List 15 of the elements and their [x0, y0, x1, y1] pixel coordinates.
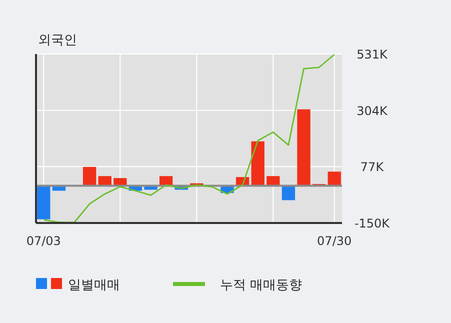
x-tick-label: 07/03 — [26, 234, 61, 248]
bar — [297, 109, 310, 186]
legend-label: 누적 매매동향 — [220, 278, 302, 293]
y-tick-label: 531K — [356, 48, 389, 62]
x-tick-label: 07/30 — [317, 234, 352, 248]
y-tick-label: 77K — [360, 160, 385, 174]
bar — [82, 166, 96, 186]
line-series — [42, 54, 336, 224]
bar — [37, 186, 50, 220]
bar — [251, 141, 264, 186]
y-tick-label: 304K — [356, 104, 389, 118]
legend-label: 일별매매 — [68, 278, 120, 293]
bar — [328, 172, 341, 186]
chart-title: 외국인 — [38, 33, 77, 48]
y-tick-label: -150K — [354, 216, 391, 230]
